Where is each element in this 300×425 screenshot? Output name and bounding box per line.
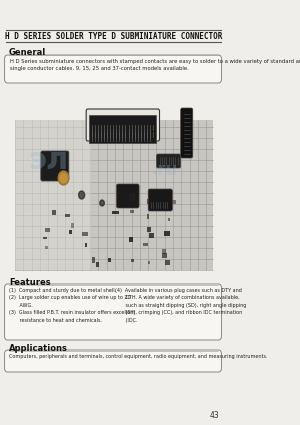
FancyBboxPatch shape — [165, 260, 170, 265]
FancyBboxPatch shape — [45, 228, 50, 232]
FancyBboxPatch shape — [147, 214, 149, 219]
Text: 43: 43 — [209, 411, 219, 420]
FancyBboxPatch shape — [169, 200, 176, 204]
Circle shape — [79, 191, 85, 199]
FancyBboxPatch shape — [4, 284, 221, 340]
FancyBboxPatch shape — [97, 262, 98, 267]
FancyBboxPatch shape — [85, 243, 87, 247]
FancyBboxPatch shape — [41, 151, 69, 181]
Text: .ru: .ru — [151, 161, 178, 179]
FancyBboxPatch shape — [181, 108, 193, 158]
FancyBboxPatch shape — [157, 154, 181, 168]
Circle shape — [100, 200, 104, 206]
FancyBboxPatch shape — [86, 109, 160, 141]
FancyBboxPatch shape — [130, 210, 134, 213]
Text: (1)  Compact and sturdy due to metal shell.
(2)  Large solder cup enables use of: (1) Compact and sturdy due to metal shel… — [9, 288, 135, 323]
FancyBboxPatch shape — [116, 184, 139, 208]
FancyBboxPatch shape — [164, 231, 170, 236]
FancyBboxPatch shape — [149, 233, 154, 238]
FancyBboxPatch shape — [151, 201, 154, 204]
Text: эл: эл — [29, 145, 69, 175]
FancyBboxPatch shape — [148, 261, 150, 264]
FancyBboxPatch shape — [65, 214, 70, 217]
FancyBboxPatch shape — [89, 115, 156, 143]
FancyBboxPatch shape — [4, 55, 221, 83]
FancyBboxPatch shape — [108, 258, 111, 262]
Text: General: General — [9, 48, 46, 57]
Text: Applications: Applications — [9, 344, 68, 353]
FancyBboxPatch shape — [162, 253, 166, 258]
FancyBboxPatch shape — [15, 120, 91, 270]
FancyBboxPatch shape — [148, 189, 172, 211]
FancyBboxPatch shape — [143, 243, 148, 246]
FancyBboxPatch shape — [45, 246, 48, 249]
Circle shape — [130, 193, 135, 201]
FancyBboxPatch shape — [69, 230, 72, 234]
FancyBboxPatch shape — [168, 218, 170, 221]
FancyBboxPatch shape — [130, 258, 134, 262]
FancyBboxPatch shape — [148, 198, 149, 204]
FancyBboxPatch shape — [15, 120, 213, 270]
Text: H D Series subminiature connectors with stamped contacts are easy to solder to a: H D Series subminiature connectors with … — [10, 59, 300, 71]
FancyBboxPatch shape — [71, 224, 74, 229]
FancyBboxPatch shape — [82, 232, 88, 236]
FancyBboxPatch shape — [92, 257, 95, 263]
FancyBboxPatch shape — [43, 237, 47, 239]
Text: (4)  Available in various plug cases such as DTY and
       CTH. A wide variety : (4) Available in various plug cases such… — [115, 288, 246, 323]
FancyBboxPatch shape — [112, 210, 119, 214]
Circle shape — [60, 173, 67, 183]
FancyBboxPatch shape — [162, 249, 166, 254]
Text: Features: Features — [9, 278, 51, 287]
FancyBboxPatch shape — [147, 227, 151, 232]
Text: Computers, peripherals and terminals, control equipment, radio equipment, and me: Computers, peripherals and terminals, co… — [9, 354, 268, 359]
FancyBboxPatch shape — [52, 210, 56, 215]
Text: H D SERIES SOLDER TYPE D SUBMINIATURE CONNECTOR: H D SERIES SOLDER TYPE D SUBMINIATURE CO… — [5, 31, 222, 40]
Circle shape — [58, 171, 69, 185]
FancyBboxPatch shape — [120, 201, 127, 204]
FancyBboxPatch shape — [4, 350, 221, 372]
FancyBboxPatch shape — [129, 237, 133, 242]
